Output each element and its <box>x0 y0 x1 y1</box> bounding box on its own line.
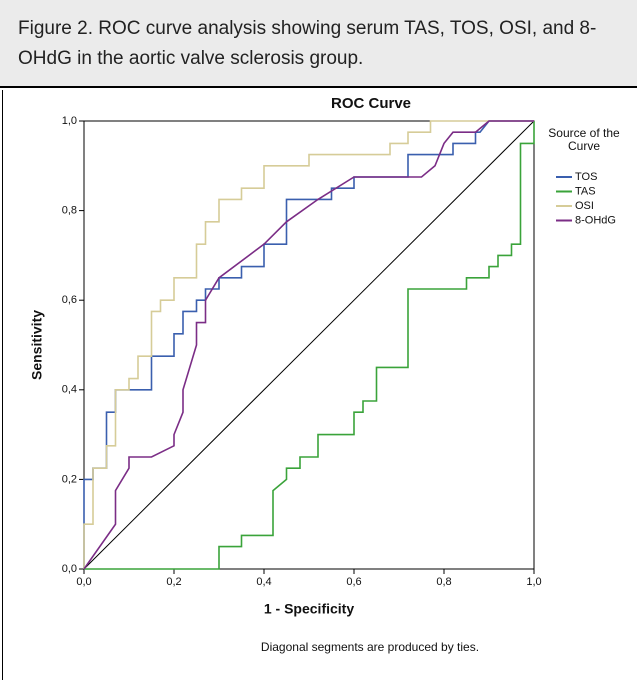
legend-label: OSI <box>575 200 594 212</box>
x-tick-label: 0,8 <box>436 576 451 588</box>
figure-frame <box>2 90 637 680</box>
plot-frame <box>83 120 535 570</box>
x-tick-label: 0,4 <box>256 576 271 588</box>
y-tick-label: 1,0 <box>62 115 77 127</box>
x-tick-label: 0,2 <box>166 576 181 588</box>
figure-caption: Figure 2. ROC curve analysis showing ser… <box>0 0 637 88</box>
reference-diagonal <box>83 120 535 570</box>
x-tick-label: 0,6 <box>346 576 361 588</box>
y-tick-label: 0,0 <box>62 563 77 575</box>
legend-label: TOS <box>575 171 597 183</box>
legend-label: TAS <box>575 185 596 197</box>
y-axis-label: Sensitivity <box>29 310 45 380</box>
footnote: Diagonal segments are produced by ties. <box>261 640 479 654</box>
x-tick-label: 0,0 <box>76 576 91 588</box>
y-tick-label: 0,2 <box>62 473 77 485</box>
chart-title: ROC Curve <box>331 95 411 112</box>
y-tick-label: 0,6 <box>62 294 77 306</box>
y-tick-label: 0,4 <box>62 384 77 396</box>
roc-curve <box>83 120 534 570</box>
x-axis-label: 1 - Specificity <box>264 601 354 617</box>
legend-label: 8-OHdG <box>575 214 616 226</box>
y-tick-label: 0,8 <box>62 205 77 217</box>
roc-curve <box>84 121 535 570</box>
roc-curve <box>83 120 534 569</box>
legend-title: Source of the Curve <box>548 126 620 153</box>
x-tick-label: 1,0 <box>526 576 541 588</box>
